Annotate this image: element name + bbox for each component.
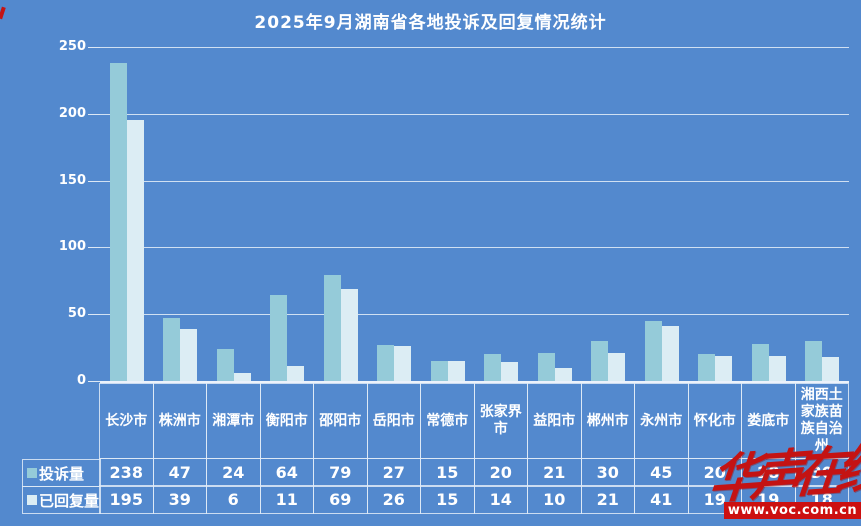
city-header-cell: 株洲市 — [152, 383, 207, 459]
value-cell: 20 — [687, 458, 742, 487]
y-tick-100 — [88, 247, 100, 249]
bar-已回复量-娄底市 — [768, 355, 786, 381]
city-header-cell: 岳阳市 — [366, 383, 421, 459]
y-axis-label: 150 — [58, 172, 86, 188]
x-axis-line — [100, 381, 849, 383]
value-cell: 64 — [259, 458, 314, 487]
value-cell: 79 — [313, 458, 368, 487]
bar-投诉量-怀化市 — [698, 354, 716, 381]
bar-投诉量-株洲市 — [163, 318, 181, 381]
bar-已回复量-长沙市 — [126, 120, 144, 381]
legend-label: 已回复量 — [39, 491, 100, 510]
y-axis-label: 200 — [58, 105, 86, 121]
bar-投诉量-永州市 — [644, 320, 662, 381]
value-cell: 195 — [99, 485, 154, 514]
bar-已回复量-湘潭市 — [233, 372, 251, 381]
value-cell: 30 — [580, 458, 635, 487]
legend-swatch — [27, 495, 37, 505]
bar-投诉量-邵阳市 — [323, 275, 341, 381]
value-cell: 24 — [206, 458, 261, 487]
y-axis-label: 0 — [76, 373, 86, 388]
value-cell: 15 — [420, 458, 475, 487]
city-header-cell: 湘潭市 — [206, 383, 261, 459]
value-cell: 6 — [206, 485, 261, 514]
value-cell: 30 — [794, 458, 849, 487]
value-cell: 11 — [259, 485, 314, 514]
legend-row-label-已回复量: 已回复量 — [22, 486, 101, 514]
bar-投诉量-衡阳市 — [270, 295, 288, 381]
value-cell: 21 — [580, 485, 635, 514]
legend-row-label-投诉量: 投诉量 — [22, 459, 101, 487]
bar-投诉量-益阳市 — [537, 352, 555, 381]
value-row-已回复量: 195 39 6 11 69 26 15 14 10 21 41 19 19 18 — [99, 485, 849, 514]
value-cell: 47 — [152, 458, 207, 487]
value-cell: 26 — [366, 485, 421, 514]
bar-投诉量-湘西土家族苗族自治州 — [805, 340, 823, 381]
value-cell: 21 — [527, 458, 582, 487]
gridline-100 — [100, 247, 849, 249]
x-axis-header-row: 长沙市 株洲市 湘潭市 衡阳市 邵阳市 岳阳市 常德市 张家界市 益阳市 郴州市 永州市 怀化市 娄底市… — [99, 383, 849, 459]
value-cell: 238 — [99, 458, 154, 487]
bar-已回复量-株洲市 — [180, 328, 198, 381]
gridline-250 — [100, 47, 849, 48]
city-header-cell: 郴州市 — [580, 383, 635, 459]
y-axis-label: 250 — [58, 39, 86, 54]
city-header-cell: 湘西土家族苗族自治州 — [794, 383, 849, 459]
value-cell: 41 — [634, 485, 689, 514]
y-tick-200 — [88, 113, 100, 115]
bar-已回复量-常德市 — [447, 360, 465, 381]
city-header-cell: 邵阳市 — [313, 383, 368, 459]
city-header-cell: 常德市 — [420, 383, 475, 459]
value-cell: 28 — [741, 458, 796, 487]
value-row-投诉量: 238 47 24 64 79 27 15 20 21 30 45 20 28 30 — [99, 458, 849, 487]
gridline-50 — [100, 314, 849, 316]
city-header-cell: 长沙市 — [99, 383, 154, 459]
bar-已回复量-张家界市 — [501, 362, 519, 381]
city-header-cell: 衡阳市 — [259, 383, 314, 459]
bar-已回复量-永州市 — [661, 326, 679, 381]
legend-label: 投诉量 — [39, 464, 85, 483]
y-axis-label: 50 — [67, 306, 86, 322]
bar-已回复量-益阳市 — [554, 367, 572, 381]
value-cell: 45 — [634, 458, 689, 487]
bar-已回复量-怀化市 — [715, 355, 733, 381]
y-axis-label: 100 — [58, 239, 86, 255]
city-header-cell: 益阳市 — [527, 383, 582, 459]
city-header-cell: 怀化市 — [687, 383, 742, 459]
value-cell: 39 — [152, 485, 207, 514]
bar-已回复量-湘西土家族苗族自治州 — [822, 356, 840, 381]
gridline-150 — [100, 180, 849, 182]
bar-投诉量-岳阳市 — [377, 344, 395, 381]
y-tick-0 — [88, 381, 100, 382]
bar-已回复量-邵阳市 — [340, 288, 358, 381]
voc-watermark-url: www.voc.com.cn — [724, 502, 861, 519]
legend-swatch — [27, 468, 37, 478]
value-cell: 69 — [313, 485, 368, 514]
bar-投诉量-娄底市 — [751, 343, 769, 381]
bar-已回复量-岳阳市 — [394, 346, 412, 381]
bar-投诉量-常德市 — [430, 360, 448, 381]
gridline-200 — [100, 113, 849, 115]
city-header-cell: 娄底市 — [741, 383, 796, 459]
value-cell: 15 — [420, 485, 475, 514]
city-header-cell: 永州市 — [634, 383, 689, 459]
value-cell: 14 — [473, 485, 528, 514]
city-header-cell: 张家界市 — [473, 383, 528, 459]
bar-投诉量-张家界市 — [484, 354, 502, 381]
value-cell: 10 — [527, 485, 582, 514]
value-cell: 27 — [366, 458, 421, 487]
bar-投诉量-湘潭市 — [216, 348, 234, 381]
y-tick-150 — [88, 180, 100, 182]
chart-title: 2025年9月湖南省各地投诉及回复情况统计 — [254, 13, 607, 33]
bar-已回复量-衡阳市 — [287, 366, 305, 381]
bar-已回复量-郴州市 — [608, 352, 626, 381]
value-cell: 20 — [473, 458, 528, 487]
bar-投诉量-郴州市 — [591, 340, 609, 381]
y-tick-50 — [88, 314, 100, 316]
y-tick-250 — [88, 47, 100, 48]
bar-投诉量-长沙市 — [109, 63, 127, 381]
